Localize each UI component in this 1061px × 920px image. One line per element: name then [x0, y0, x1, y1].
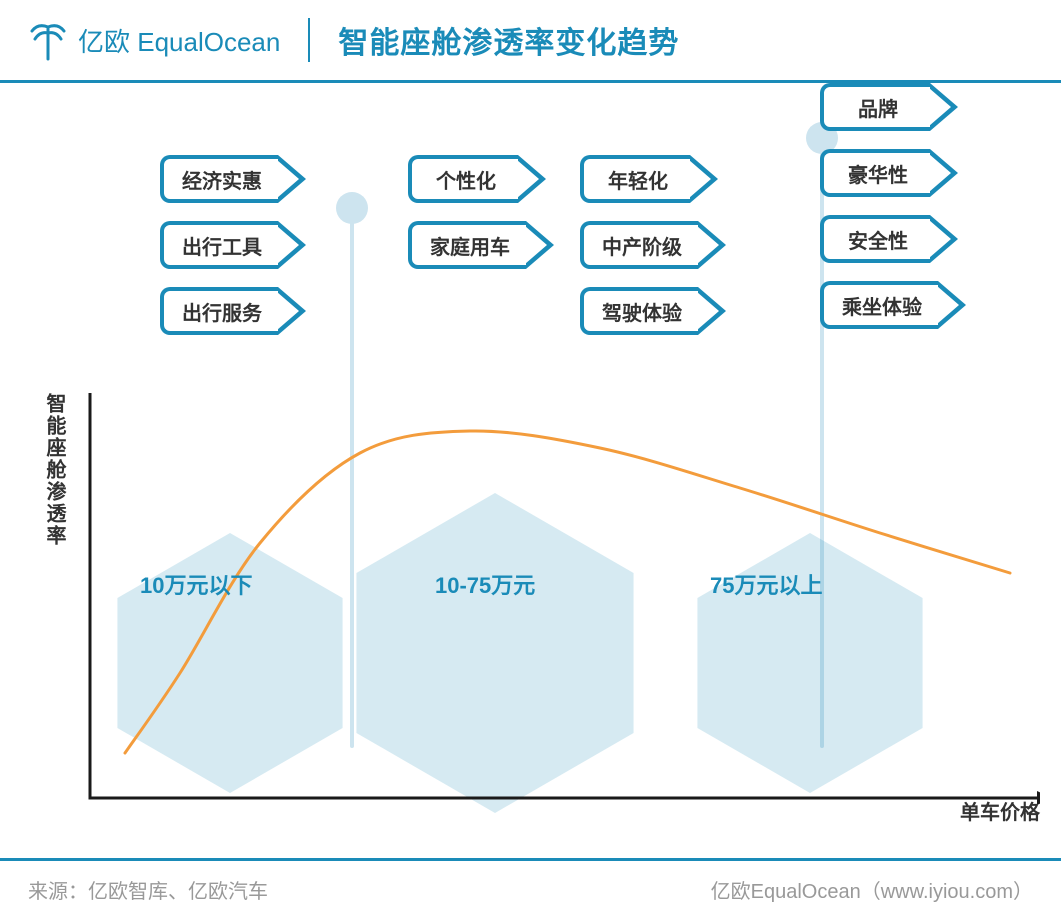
attribution-text: 亿欧EqualOcean（www.iyiou.com）: [711, 875, 1033, 904]
tag: 品牌: [820, 83, 930, 131]
tag: 豪华性: [820, 149, 930, 197]
content-area: 经济实惠 出行工具 出行服务 个性化 家庭用车 年轻化 中产阶级 驾驶体验 品牌…: [0, 83, 1061, 843]
tag: 驾驶体验: [580, 287, 698, 335]
tag: 出行工具: [160, 221, 278, 269]
range-label-2: 75万元以上: [710, 568, 822, 600]
tag: 中产阶级: [580, 221, 698, 269]
tag-column-1: 个性化 家庭用车: [408, 155, 526, 269]
brand-logo: 亿欧 EqualOcean: [28, 19, 280, 61]
header: 亿欧 EqualOcean 智能座舱渗透率变化趋势: [0, 0, 1061, 80]
range-label-0: 10万元以下: [140, 568, 252, 600]
tag: 个性化: [408, 155, 518, 203]
tag: 经济实惠: [160, 155, 278, 203]
tag: 安全性: [820, 215, 930, 263]
header-divider: [308, 18, 310, 62]
tag-column-3: 品牌 豪华性 安全性 乘坐体验: [820, 83, 938, 329]
logo-icon: [28, 19, 68, 61]
x-axis-label: 单车价格: [960, 796, 1040, 825]
footer: 来源：亿欧智库、亿欧汽车 亿欧EqualOcean（www.iyiou.com）: [0, 858, 1061, 920]
tag: 出行服务: [160, 287, 278, 335]
tag: 年轻化: [580, 155, 690, 203]
chart: 智能座舱渗透率 10万元以下 10-75万元 75万元以上 单车价格: [40, 393, 1040, 823]
tag-column-2: 年轻化 中产阶级 驾驶体验: [580, 155, 698, 335]
tag-column-0: 经济实惠 出行工具 出行服务: [160, 155, 278, 335]
chart-svg: [40, 393, 1040, 823]
tag: 乘坐体验: [820, 281, 938, 329]
page-title: 智能座舱渗透率变化趋势: [338, 18, 679, 62]
range-label-1: 10-75万元: [435, 568, 535, 600]
source-text: 来源：亿欧智库、亿欧汽车: [28, 875, 268, 904]
brand-text: 亿欧 EqualOcean: [78, 22, 280, 59]
tag: 家庭用车: [408, 221, 526, 269]
